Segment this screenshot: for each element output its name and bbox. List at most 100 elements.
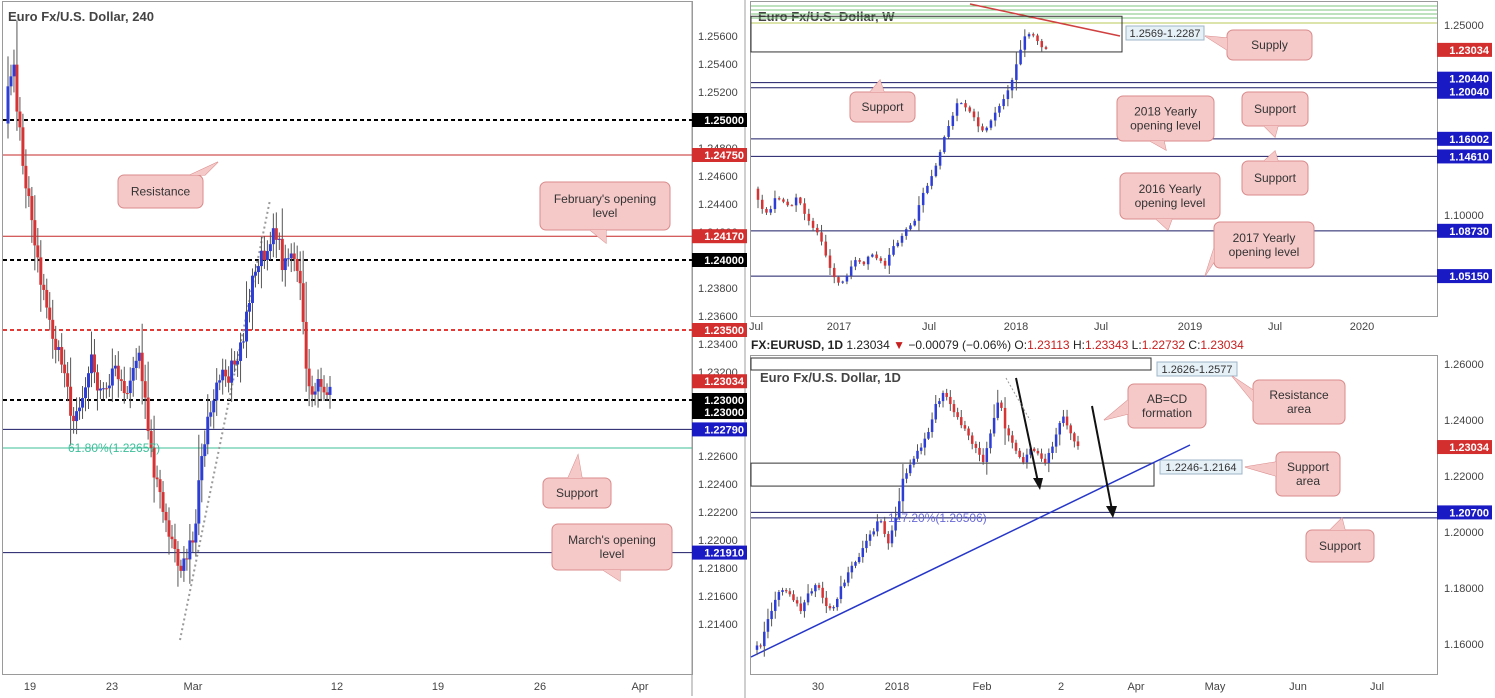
h4-x-tick: 23 <box>106 681 118 693</box>
svg-text:1.23000: 1.23000 <box>704 395 744 407</box>
daily-resistance-zone <box>750 357 1152 371</box>
weekly-y-tick: 1.10000 <box>1444 210 1484 222</box>
h4-price-tag: 1.23034 <box>692 374 747 389</box>
h4-y-tick: 1.22400 <box>698 479 738 491</box>
close-label: C: <box>1188 338 1201 352</box>
weekly-candles <box>756 29 1048 286</box>
h4-price-tag: 1.23500 <box>692 323 747 337</box>
daily-y-tick: 1.18000 <box>1444 583 1484 595</box>
abcd-arrow-1 <box>1015 377 1039 483</box>
low-label: L: <box>1131 338 1142 352</box>
daily-trendline <box>750 444 1191 658</box>
weekly-callout-supply: Supply <box>1204 29 1313 61</box>
weekly-x-tick: Jul <box>922 321 936 333</box>
svg-text:Support: Support <box>1254 102 1297 116</box>
svg-text:area: area <box>1296 474 1320 488</box>
svg-text:AB=CD: AB=CD <box>1147 392 1188 406</box>
svg-text:1.24000: 1.24000 <box>704 255 744 267</box>
svg-text:Resistance: Resistance <box>1269 388 1329 402</box>
weekly-x-tick: 2019 <box>1178 321 1202 333</box>
svg-text:March's opening: March's opening <box>568 533 656 547</box>
daily-x-tick: Jun <box>1289 681 1307 693</box>
svg-text:2018 Yearly: 2018 Yearly <box>1134 105 1197 119</box>
h4-fib-leg <box>179 199 271 641</box>
abcd-arrow-2 <box>1091 405 1113 511</box>
h4-y-tick: 1.25200 <box>698 87 738 99</box>
svg-text:Support: Support <box>861 100 904 114</box>
svg-text:1.20040: 1.20040 <box>1449 87 1489 99</box>
daily-candles <box>755 388 1080 657</box>
weekly-y-tick: 1.25000 <box>1444 20 1484 32</box>
svg-text:Support: Support <box>1319 539 1362 553</box>
daily-fib-label: 127.20%(1.20506) <box>888 511 987 525</box>
svg-text:1.23034: 1.23034 <box>704 376 745 388</box>
h4-y-tick: 1.23400 <box>698 339 738 351</box>
daily-header: FX:EURUSD, 1D 1.23034 ▼ −0.00079 (−0.06%… <box>751 338 1244 352</box>
h4-price-tag: 1.21910 <box>692 545 747 560</box>
daily-change: −0.00079 (−0.06%) <box>908 338 1012 352</box>
h4-callout-resistance: Resistance <box>117 161 219 209</box>
weekly-callout-support-1: Support <box>1241 91 1309 138</box>
svg-text:2016 Yearly: 2016 Yearly <box>1139 182 1202 196</box>
h4-price-tag: 1.25000 <box>692 113 747 127</box>
daily-x-tick: Jul <box>1370 681 1384 693</box>
daily-y-tick: 1.16000 <box>1444 639 1484 651</box>
svg-text:1.05150: 1.05150 <box>1449 271 1489 283</box>
h4-price-tag: 1.24170 <box>692 229 747 244</box>
svg-text:opening level: opening level <box>1135 196 1206 210</box>
svg-text:1.23500: 1.23500 <box>704 325 744 337</box>
daily-y-tick: 1.26000 <box>1444 359 1484 371</box>
svg-text:1.20700: 1.20700 <box>1449 507 1489 519</box>
daily-support-zone <box>750 462 1155 487</box>
weekly-frame <box>750 1 1438 317</box>
daily-close-value: 1.23034 <box>1200 338 1244 352</box>
h4-x-tick: Apr <box>631 681 648 693</box>
weekly-x-tick: 2017 <box>827 321 851 333</box>
h4-candles <box>6 20 332 587</box>
weekly-callout-support-left: Support <box>849 78 916 123</box>
svg-text:1.21910: 1.21910 <box>704 548 744 560</box>
svg-text:opening level: opening level <box>1130 119 1201 133</box>
daily-price-tag: 1.23034 <box>1437 440 1492 455</box>
daily-x-tick: Feb <box>973 681 992 693</box>
svg-text:1.14610: 1.14610 <box>1449 151 1489 163</box>
svg-text:1.22790: 1.22790 <box>704 424 744 436</box>
svg-text:Resistance: Resistance <box>131 185 191 199</box>
svg-text:formation: formation <box>1142 406 1192 420</box>
h4-y-tick: 1.21800 <box>698 563 738 575</box>
daily-symbol: FX:EURUSD, 1D <box>751 338 844 352</box>
svg-text:1.25000: 1.25000 <box>704 115 744 127</box>
weekly-x-tick: 2018 <box>1004 321 1028 333</box>
daily-resistance-zone-label: 1.2626-1.2577 <box>1162 364 1233 376</box>
weekly-price-tag: 1.23034 <box>1437 42 1492 57</box>
daily-y-tick: 1.22000 <box>1444 471 1484 483</box>
svg-text:1.23034: 1.23034 <box>1449 45 1490 57</box>
h4-y-tick: 1.22000 <box>698 535 738 547</box>
h4-fib-label: 61.80%(1.22657) <box>68 441 160 455</box>
h4-y-tick: 1.23600 <box>698 311 738 323</box>
h4-frame <box>2 1 693 675</box>
daily-y-tick: 1.24000 <box>1444 415 1484 427</box>
daily-x-tick: May <box>1205 681 1226 693</box>
daily-low: 1.22732 <box>1141 338 1186 352</box>
h4-x-tick: Mar <box>184 681 203 693</box>
daily-y-tick: 1.20000 <box>1444 527 1484 539</box>
h4-y-tick: 1.22600 <box>698 451 738 463</box>
h4-price-tag: 1.23000 <box>692 405 747 419</box>
weekly-zone-label: 1.2569-1.2287 <box>1130 28 1201 40</box>
weekly-price-tag: 1.14610 <box>1437 149 1492 164</box>
weekly-supply-zone <box>750 15 1123 53</box>
daily-x-tick: Apr <box>1127 681 1144 693</box>
weekly-x-tick: Jul <box>749 321 763 333</box>
svg-text:opening level: opening level <box>1229 245 1300 259</box>
h4-y-tick: 1.21400 <box>698 619 738 631</box>
svg-text:February's opening: February's opening <box>554 192 656 206</box>
svg-text:level: level <box>600 547 625 561</box>
svg-text:Support: Support <box>1254 171 1297 185</box>
